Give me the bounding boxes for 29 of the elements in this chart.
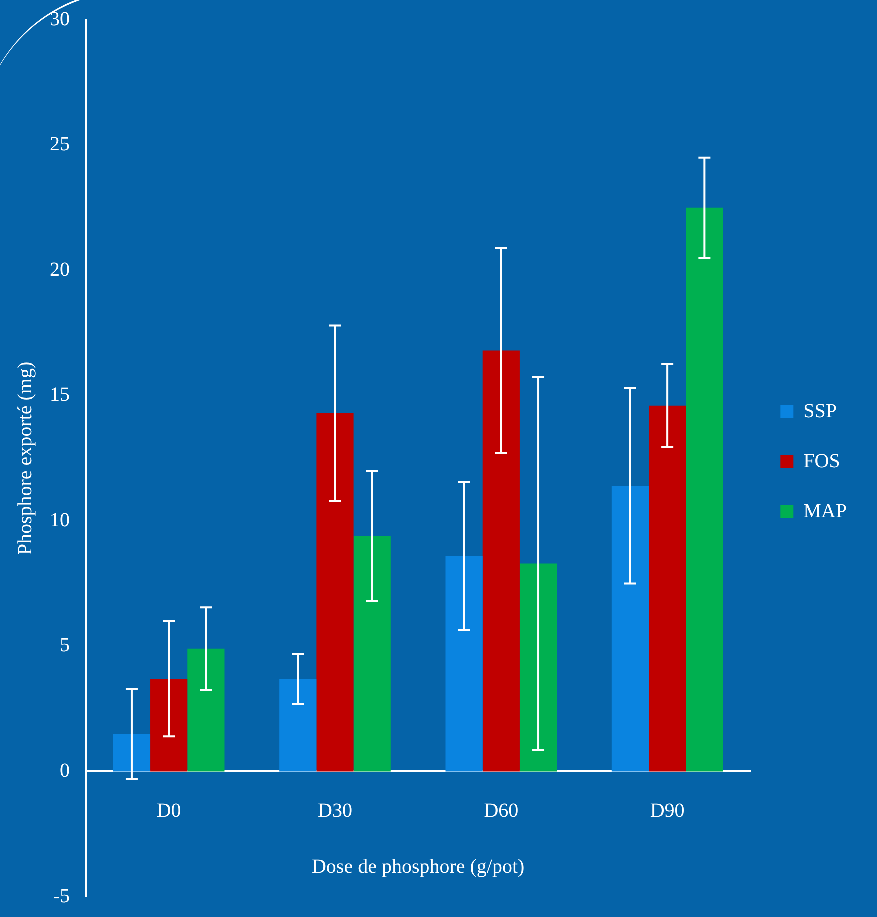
x-tick-label: D0	[156, 800, 182, 822]
y-tick-label: 15	[50, 384, 70, 406]
x-tick-label: D30	[318, 800, 352, 822]
legend-label: FOS	[804, 450, 840, 472]
bar	[354, 536, 391, 772]
legend-label: MAP	[804, 500, 848, 522]
bar	[520, 564, 558, 772]
bar	[316, 413, 354, 772]
bar	[280, 679, 317, 772]
y-tick-label: 20	[50, 258, 70, 281]
bar	[686, 208, 724, 772]
bar	[649, 406, 686, 772]
y-tick-label: -5	[53, 885, 70, 908]
legend-label: SSP	[804, 400, 838, 422]
bar	[113, 734, 151, 772]
bar	[612, 486, 650, 772]
y-tick-label: 0	[60, 760, 70, 782]
y-tick-label: 10	[50, 509, 70, 532]
bar	[446, 556, 483, 772]
y-tick-label: 30	[50, 8, 70, 30]
y-tick-label: 5	[60, 634, 70, 657]
y-axis-title: Phosphore exporté (mg)	[14, 362, 36, 556]
x-tick-label: D60	[484, 800, 519, 822]
x-tick-label: D90	[650, 800, 685, 822]
bar	[188, 648, 225, 772]
bar	[482, 350, 520, 772]
bar	[150, 679, 188, 772]
x-axis-title: Dose de phosphore (g/pot)	[312, 856, 525, 878]
y-tick-label: 25	[50, 134, 70, 156]
